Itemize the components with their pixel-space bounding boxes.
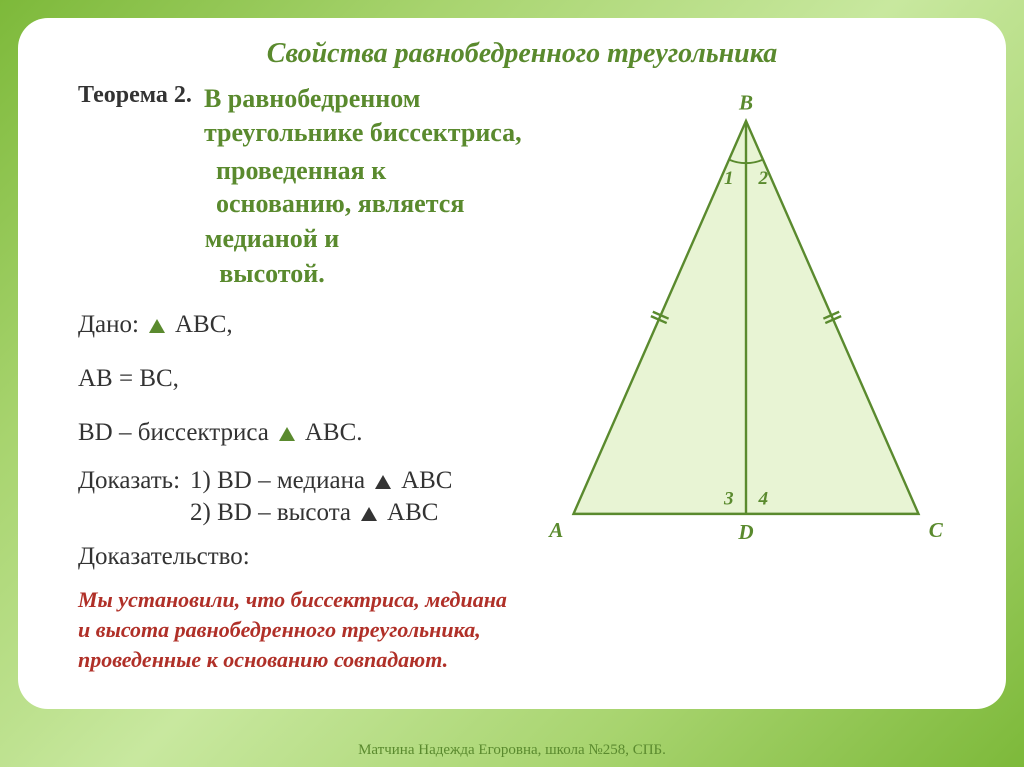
prove-2-pre: 2) ВD – высота	[190, 499, 351, 527]
text-column: Теорема 2. В равнобедренном треугольнике…	[78, 82, 526, 674]
triangle-icon	[375, 475, 391, 489]
body-row: Теорема 2. В равнобедренном треугольнике…	[78, 82, 966, 674]
theorem-label: Теорема 2.	[78, 82, 192, 109]
triangle-icon	[279, 427, 295, 441]
vertex-a-label: A	[547, 518, 563, 542]
prove-2-tri: АВС	[387, 499, 438, 527]
angle-3-label: 3	[723, 488, 734, 509]
prove-item-2: 2) ВD – высота АВС	[190, 499, 452, 527]
triangle-diagram: B A C D 1 2 3 4	[516, 82, 976, 572]
triangle-icon	[149, 319, 165, 333]
theorem-text-3: медианой и	[78, 221, 526, 256]
prove-label: Доказать:	[78, 467, 180, 495]
given-row-1: Дано: АВС,	[78, 305, 526, 345]
given-label: Дано:	[78, 305, 139, 345]
page-title: Свойства равнобедренного треугольника	[78, 38, 966, 70]
prove-block: Доказать: 1) ВD – медиана АВС 2) ВD – вы…	[78, 467, 526, 527]
given-row-3: ВD – биссектриса АВС.	[78, 413, 526, 453]
theorem-text-4: высотой.	[78, 256, 526, 291]
proof-label: Доказательство:	[78, 543, 526, 571]
prove-1-pre: 1) ВD – медиана	[190, 467, 365, 495]
diagram-column: B A C D 1 2 3 4	[526, 82, 966, 674]
triangle-icon	[361, 507, 377, 521]
given-tri: АВС,	[175, 305, 233, 345]
prove-row: Доказать: 1) ВD – медиана АВС 2) ВD – вы…	[78, 467, 526, 527]
prove-item-1: 1) ВD – медиана АВС	[190, 467, 452, 495]
given-eq: АВ = ВС,	[78, 359, 179, 399]
prove-1-tri: АВС	[401, 467, 452, 495]
given-row-2: АВ = ВС,	[78, 359, 526, 399]
theorem-text-1: В равнобедренном треугольнике биссектрис…	[204, 82, 526, 150]
vertex-b-label: B	[738, 90, 753, 114]
slide-background: Свойства равнобедренного треугольника Те…	[0, 0, 1024, 767]
angle-1-label: 1	[724, 168, 734, 189]
theorem-line: Теорема 2. В равнобедренном треугольнике…	[78, 82, 526, 150]
footer-text: Матчина Надежда Егоровна, школа №258, СП…	[0, 742, 1024, 759]
vertex-d-label: D	[737, 520, 753, 544]
content-panel: Свойства равнобедренного треугольника Те…	[18, 18, 1006, 709]
prove-items: 1) ВD – медиана АВС 2) ВD – высота АВС	[190, 467, 452, 527]
theorem-text-2: проведенная к основанию, является	[78, 154, 526, 222]
given-bd: ВD – биссектриса	[78, 413, 269, 453]
conclusion-text: Мы установили, что биссектриса, медиана …	[78, 585, 508, 674]
vertex-c-label: C	[929, 518, 944, 542]
angle-2-label: 2	[757, 168, 768, 189]
angle-4-label: 4	[757, 488, 768, 509]
given-bd-tri: АВС.	[305, 413, 363, 453]
